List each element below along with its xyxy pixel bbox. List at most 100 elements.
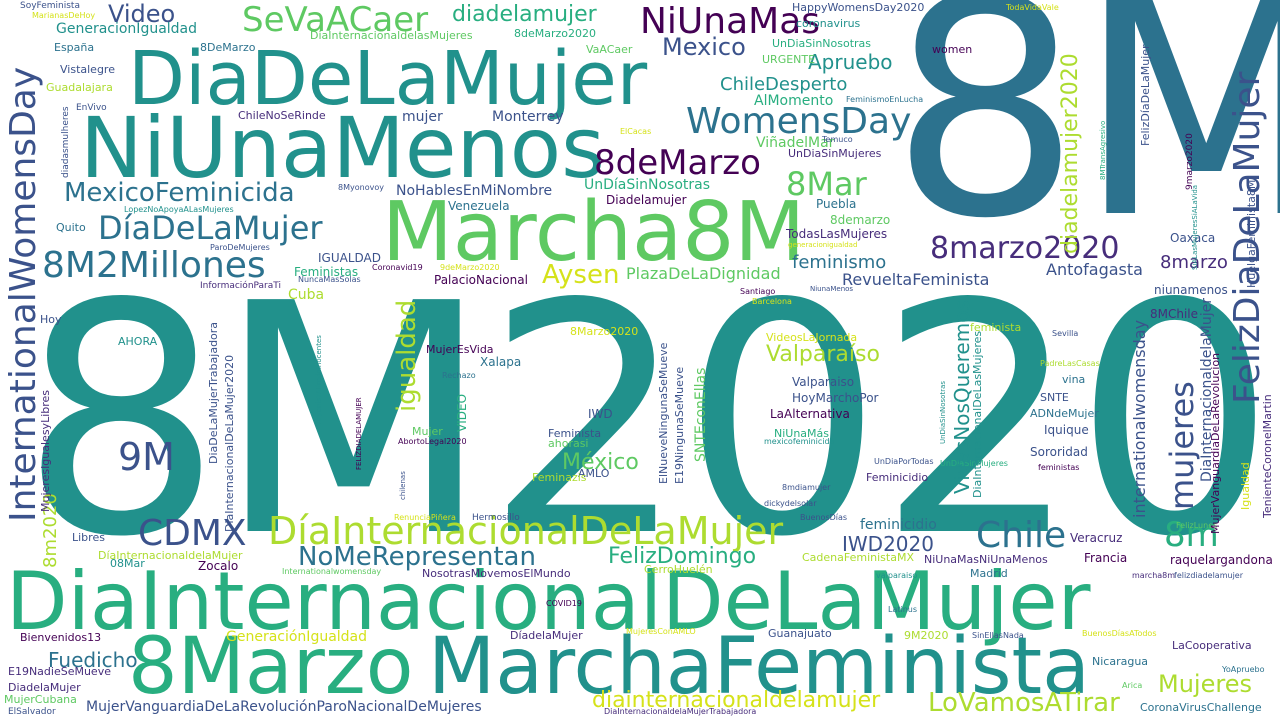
word-hoymarchopor: HoyMarchoPor: [792, 391, 879, 405]
word-temuco: Temuco: [822, 135, 853, 144]
word-marianas: MarianasDeHoy: [32, 11, 96, 20]
word-dia-de-la-mujer: DiaDeLaMujer: [128, 36, 648, 122]
word-santiago: Santiago: [740, 287, 776, 296]
word-francia: Francia: [1084, 551, 1128, 565]
word-8mtransagresivo: 8MTransAgresivo: [1099, 120, 1107, 180]
word-feminismoenlucha: FeminismoEnLucha: [846, 95, 924, 104]
word-oaxaca: Oaxaca: [1170, 231, 1216, 245]
word-8mdiamujer: 8mdiamujer: [782, 483, 831, 492]
word-vinadelmar: ViñadelMar: [756, 135, 835, 151]
word-mexico: Mexico: [662, 33, 746, 61]
word-diadelamujer-dd: DíadelaMujer: [510, 629, 583, 642]
word-vina: vina: [1062, 373, 1086, 386]
word-women: women: [932, 43, 973, 56]
word-rechazo: Rechazo: [442, 371, 476, 380]
word-mujer: mujer: [402, 109, 443, 125]
word-puebla: Puebla: [816, 197, 857, 211]
word-diadelamujer-cap: Diadelamujer: [606, 193, 687, 207]
word-e19ninguna: E19NingunaSeMueve: [673, 366, 686, 484]
word-dia-internacional-acc: DíaInternacionalDeLaMujer: [268, 509, 784, 553]
word-mujeres: mujeres: [1163, 381, 1201, 510]
word-undiasinmujeres: UnDiaSinMujeres: [788, 147, 882, 160]
word-8m-lc: 8m: [1164, 515, 1219, 555]
word-bienvenidos: Bienvenidos13: [20, 631, 102, 644]
word-feminazis: Feminazis: [532, 471, 587, 484]
word-feminismo: feminismo: [792, 252, 887, 273]
word-generacionigualdad-lc: generacionigualdad: [788, 241, 858, 249]
word-soyfeminista: SoyFeminista: [20, 1, 80, 11]
word-nicaragua: Nicaragua: [1092, 655, 1149, 668]
word-feminista-lc: feminista: [970, 321, 1022, 334]
word-mujeres-cap: Mujeres: [1158, 670, 1252, 698]
word-veracruz: Veracruz: [1070, 531, 1123, 545]
word-aryenis: AryenisYAlfredoInocentes: [315, 335, 323, 424]
word-dia-internacional-de-la-mujer: DiaInternacionalDeLaMujer: [6, 555, 1091, 648]
word-coronavid19: Coronavid19: [372, 263, 423, 272]
word-9demarzo2020: 9deMarzo2020: [440, 263, 500, 272]
word-arica: Arica: [1122, 681, 1143, 690]
word-lopeznoapoya: LopezNoApoyaALasMujeres: [124, 205, 234, 214]
word-yoapruebo: YoApruebo: [1222, 665, 1265, 674]
word-diaintlc: diainternacionaldelamujer: [592, 688, 881, 713]
word-niunamenos: NiUnaMenos: [80, 99, 605, 197]
word-igualdad: igualdad: [392, 299, 422, 412]
word-elsalvador: ElSalvador: [8, 707, 56, 717]
word-vistalegre: Vistalegre: [60, 63, 115, 76]
word-8demarzo: 8deMarzo: [594, 143, 761, 183]
word-hermosillo: Hermosillo: [472, 513, 520, 523]
word-felizdiadelamujer-lc: felizdiadelamujer: [1174, 571, 1244, 580]
word-feminicidio: feminicidio: [860, 517, 937, 533]
word-8m2millones: 8M2Millones: [42, 245, 266, 286]
word-undiasinmujeres2: UnDiaSinMujeres: [940, 459, 1008, 468]
word-diadelamujer-acc: DíaDeLaMujer: [98, 209, 323, 247]
word-video: Video: [108, 0, 176, 28]
word-feministas: Feministas: [294, 265, 359, 279]
word-intwomensday-lc: internationalwomensday: [1130, 319, 1149, 518]
word-ahora: AHORA: [118, 335, 158, 348]
word-niunamas: NiUnaMas: [640, 1, 821, 42]
word-marcha8m: Marcha8M: [382, 185, 806, 280]
word-mujeresvida: MujerEsVida: [426, 343, 494, 356]
word-valparaiso: Valparaiso: [792, 375, 855, 389]
word-nomerepresentan: NoMeRepresentan: [298, 542, 536, 572]
word-feminista: Feminista: [548, 427, 602, 440]
word-8m: 8M: [890, 0, 1280, 284]
word-buenosdias: BuenosDías: [800, 513, 848, 522]
word-nuncamassolas: NuncaMasSolas: [298, 275, 361, 284]
word-8myonovoy: 8Myonovoy: [338, 183, 384, 192]
word-venezuela: Venezuela: [448, 199, 510, 213]
word-amlo: AMLO: [578, 467, 610, 480]
word-undiasinmujeres-v: UnDiaSinNosotras: [939, 380, 947, 444]
word-chilenas: chilenas: [399, 471, 407, 500]
word-guanajuato: Guanajuato: [768, 627, 832, 640]
word-chile: Chile: [976, 515, 1067, 556]
word-9marzo2020: 9marzo2020: [1185, 133, 1195, 190]
word-paroemujeres: ParoDeMujeres: [210, 243, 270, 252]
word-quito: Quito: [56, 221, 86, 234]
word-diaintdlms: DiaInternacionaldelasMujeres: [310, 29, 473, 42]
word-generacionigualdad2: GeneracionIgualdad: [56, 21, 198, 37]
word-almomento: AlMomento: [754, 93, 834, 109]
word-niunamasnimenos: NiUnaMasNiUnaMenos: [924, 553, 1048, 566]
word-infoparati: InformaciónParaTi: [200, 281, 281, 291]
word-9m2020: 9M2020: [904, 629, 949, 642]
word-8m2020: 8M2020: [20, 236, 1276, 606]
word-guadalajara: Guadalajara: [46, 81, 113, 94]
word-barcelona: Barcelona: [752, 297, 792, 306]
word-cerrohuelen: CerroHuelén: [644, 563, 713, 576]
word-buenosdiasatodos: BuenosDíasATodos: [1082, 629, 1157, 638]
word-8mchile: 8MChile: [1150, 307, 1199, 321]
word-8marzo: 8Marzo: [128, 622, 414, 712]
word-videos-jornada: VideosLaJornada: [766, 331, 858, 344]
word-padrelascasas: PadreLasCasas: [1040, 359, 1100, 368]
word-vivasnosqueremos: VivasNosQueremos: [950, 300, 974, 494]
word-iwd2020: IWD2020: [842, 532, 934, 556]
word-diadelamujer2020: diadelamujer2020: [1058, 53, 1083, 254]
word-feminicidio-cap: Feminicidio: [866, 471, 929, 484]
word-sevaacaer: SeVaACaer: [242, 0, 429, 40]
word-revueltafeminista: RevueltaFeminista: [842, 270, 990, 289]
word-zocalo: Zocalo: [198, 559, 239, 573]
word-adndemujer: ADNdeMujer: [1030, 407, 1099, 420]
word-niunamas-acc: NiUnaMás: [774, 427, 830, 440]
